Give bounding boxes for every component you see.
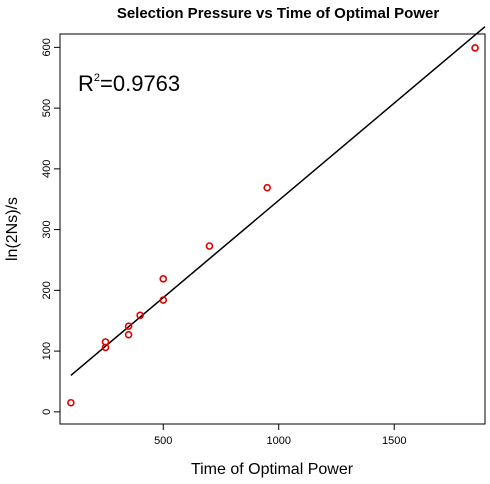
- data-point: [67, 398, 75, 407]
- y-tick-label: 100: [41, 342, 53, 360]
- y-axis: 0 100 200 300 400 500 600: [41, 38, 60, 415]
- data-point: [471, 44, 479, 52]
- y-tick-label: 500: [41, 99, 53, 117]
- x-axis-label: Time of Optimal Power: [191, 461, 354, 478]
- y-tick-label: 0: [41, 409, 53, 415]
- y-tick-label: 200: [41, 281, 53, 299]
- y-tick-label: 600: [41, 38, 53, 56]
- regression-line: [70, 26, 486, 376]
- data-point: [136, 311, 144, 320]
- x-tick-label: 500: [154, 435, 172, 447]
- data-point: [159, 275, 168, 283]
- y-axis-label: ln(2Ns)/s: [4, 197, 21, 261]
- plot-frame: [59, 33, 486, 425]
- data-points: [67, 44, 479, 407]
- data-point: [263, 183, 271, 192]
- data-point: [124, 330, 133, 339]
- data-point: [205, 242, 214, 250]
- y-tick-label: 400: [41, 160, 53, 178]
- data-point: [159, 296, 168, 304]
- chart-title: Selection Pressure vs Time of Optimal Po…: [117, 5, 440, 22]
- x-axis: 500 1000 1500: [154, 424, 406, 447]
- x-tick-label: 1000: [266, 435, 290, 447]
- x-tick-label: 1500: [382, 435, 406, 447]
- r-squared-annotation: R2=0.9763: [78, 71, 180, 96]
- y-tick-label: 300: [41, 220, 53, 238]
- data-point: [124, 322, 133, 330]
- data-point: [101, 338, 110, 346]
- regression-line-group: [70, 26, 486, 376]
